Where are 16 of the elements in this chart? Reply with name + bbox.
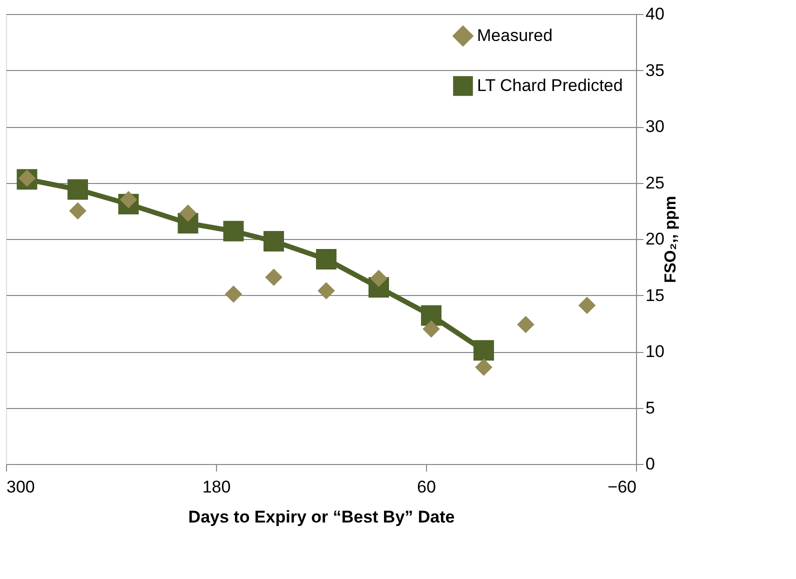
y-tick-label: 35 bbox=[646, 60, 664, 80]
y-tick-label: 30 bbox=[646, 117, 664, 136]
x-axis-title: Days to Expiry or “Best By” Date bbox=[188, 508, 455, 526]
y-tick-label: 10 bbox=[646, 342, 664, 361]
x-tick-label: 180 bbox=[202, 478, 231, 496]
y-tick-label: 20 bbox=[646, 230, 664, 248]
y-tick-label: 15 bbox=[646, 286, 664, 305]
y-tick-label: 0 bbox=[646, 454, 655, 474]
legend-label: LT Chard Predicted bbox=[477, 76, 623, 95]
x-tick-label: 300 bbox=[6, 478, 35, 496]
legend-label: Measured bbox=[477, 26, 553, 45]
y-tick-label: 25 bbox=[646, 173, 664, 192]
x-tick-label: 60 bbox=[417, 478, 436, 496]
y-tick-label: 5 bbox=[646, 398, 655, 418]
x-tick-label: −60 bbox=[608, 478, 636, 496]
y-tick-label: 40 bbox=[646, 4, 664, 24]
